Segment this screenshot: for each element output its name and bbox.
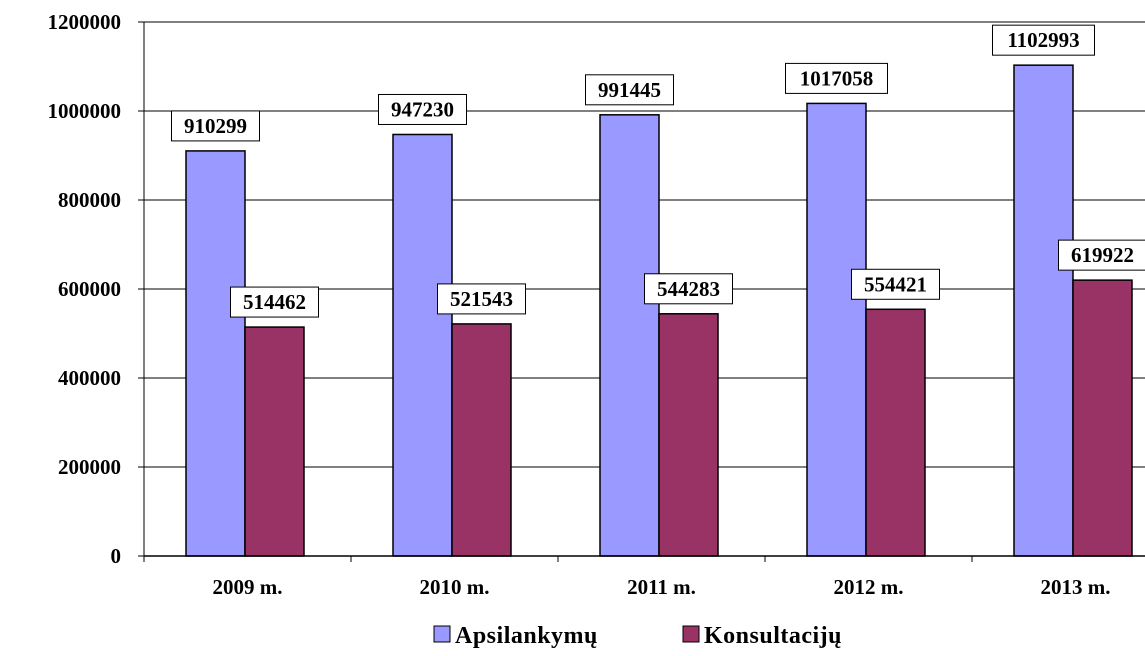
data-label: 554421 bbox=[864, 272, 927, 296]
y-tick-label: 800000 bbox=[58, 188, 121, 212]
bar-konsultaciju bbox=[865, 308, 926, 557]
bar-konsultaciju bbox=[451, 323, 512, 557]
x-tick-label: 2009 m. bbox=[213, 575, 283, 599]
legend-swatch bbox=[433, 625, 451, 643]
bar-konsultaciju bbox=[658, 313, 719, 557]
data-labels: 910299 514462 947230 521543 991445 544283 1017… bbox=[171, 24, 1145, 318]
legend-label: Konsultacijų bbox=[704, 623, 842, 649]
y-tick-label: 600000 bbox=[58, 277, 121, 301]
data-label-box bbox=[992, 24, 1095, 56]
data-label: 1102993 bbox=[1007, 28, 1079, 52]
bar-apsilankymu bbox=[806, 102, 867, 557]
data-label: 910299 bbox=[184, 114, 247, 138]
data-label-box bbox=[851, 268, 940, 300]
data-label-box bbox=[437, 283, 526, 315]
data-label: 514462 bbox=[243, 290, 306, 314]
data-label-box bbox=[585, 74, 674, 106]
data-label-box bbox=[644, 273, 733, 305]
data-label: 1017058 bbox=[800, 66, 874, 90]
data-label: 947230 bbox=[391, 97, 454, 121]
data-label-box bbox=[1058, 239, 1145, 271]
bar-apsilankymu bbox=[185, 150, 246, 557]
legend-swatch bbox=[682, 625, 700, 643]
legend-label: Apsilankymų bbox=[455, 623, 598, 649]
data-label-box bbox=[785, 62, 888, 94]
x-tick-label: 2010 m. bbox=[420, 575, 490, 599]
data-label: 544283 bbox=[657, 277, 720, 301]
data-label: 521543 bbox=[450, 287, 513, 311]
data-label: 619922 bbox=[1071, 243, 1134, 267]
data-label-box bbox=[171, 110, 260, 142]
bar-apsilankymu bbox=[392, 133, 453, 557]
y-tick-label: 200000 bbox=[58, 455, 121, 479]
x-tick-label: 2013 m. bbox=[1041, 575, 1111, 599]
data-label-box bbox=[378, 93, 467, 125]
bar-konsultaciju bbox=[1072, 279, 1133, 557]
y-tick-label: 0 bbox=[111, 544, 122, 568]
y-tick-label: 1000000 bbox=[48, 99, 122, 123]
y-tick-label: 1200000 bbox=[48, 10, 122, 34]
bar-apsilankymu bbox=[1013, 64, 1074, 557]
y-axis: 0 200000 400000 600000 800000 1000000 1200000 bbox=[48, 10, 145, 568]
bars bbox=[185, 64, 1133, 557]
x-tick-label: 2012 m. bbox=[834, 575, 904, 599]
x-axis: 2009 m. 2010 m. 2011 m. 2012 m. 2013 m. bbox=[143, 555, 1145, 599]
data-label: 991445 bbox=[598, 78, 661, 102]
bar-konsultaciju bbox=[244, 326, 305, 557]
y-tick-label: 400000 bbox=[58, 366, 121, 390]
bar-apsilankymu bbox=[599, 114, 660, 557]
legend: Apsilankymų Konsultacijų bbox=[433, 623, 842, 649]
data-label-box bbox=[230, 286, 319, 318]
x-tick-label: 2011 m. bbox=[627, 575, 696, 599]
